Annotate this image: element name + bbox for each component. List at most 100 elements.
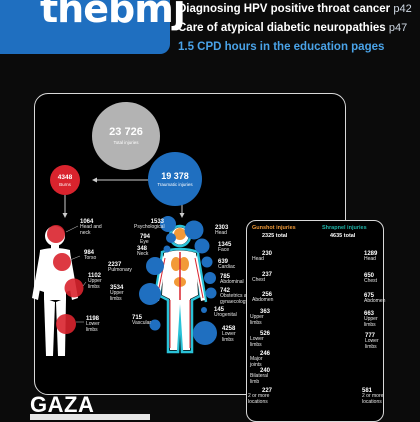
trauma-urogenital-value: 145 — [214, 307, 225, 313]
burn-site-upper-limbs-value: 1102 — [88, 273, 102, 279]
trauma-vascular-marker — [149, 319, 161, 331]
gunshot-lower-limbs: 526 Lower limbs — [250, 331, 270, 348]
burn-torso-marker — [53, 253, 71, 271]
trauma-vascular: 715 Vascular — [132, 315, 154, 327]
gunshot-chest: 237 Chest — [252, 272, 272, 284]
shrapnel-chest-value: 650 — [364, 273, 375, 279]
gunshot-head-value: 230 — [261, 251, 272, 257]
shrapnel-chest-label: Chest — [364, 278, 378, 284]
shrapnel-title: Shrapnel injuries — [322, 225, 367, 231]
gunshot-chest-value: 237 — [261, 272, 272, 278]
trauma-markers — [139, 216, 217, 345]
traumatic-bubble — [148, 152, 202, 206]
trauma-lower-limbs-label: Lower limbs — [222, 331, 236, 343]
cover-subtitle-cropped — [30, 414, 150, 420]
trauma-lower-limbs: 4258 Lower limbs — [222, 326, 248, 343]
trauma-neck-value: 348 — [137, 246, 148, 252]
trauma-cardiac: 639 Cardiac — [218, 259, 244, 271]
trauma-face-marker — [194, 238, 210, 254]
trauma-face-value: 1345 — [218, 242, 232, 248]
shrapnel-lower-limbs: 777 Lower limbs — [365, 333, 385, 350]
burn-site-upper-limbs-label: Upper limbs — [88, 278, 102, 290]
trauma-face-label: Face — [218, 247, 230, 253]
trauma-obgyn-label: Obstetrics and gynaecology — [220, 293, 253, 305]
trauma-abdominal-marker — [204, 272, 216, 284]
trauma-psychological-label: Psychological — [134, 224, 165, 230]
burn-site-lower-limbs-value: 1198 — [86, 316, 100, 322]
gunshot-title: Gunshot injuries — [252, 225, 296, 231]
traumatic-label: Traumatic injuries — [157, 182, 193, 187]
burns-value: 4348 — [57, 174, 73, 181]
traumatic-value: 19 378 — [161, 171, 189, 181]
trauma-neck: 348 Neck — [137, 246, 161, 258]
gunshot-chest-label: Chest — [252, 277, 266, 283]
trauma-head-value: 2303 — [215, 225, 229, 231]
gunshot-lower-limbs-value: 526 — [259, 331, 270, 337]
trauma-urogenital: 145 Urogenital — [214, 307, 244, 319]
trauma-pulmonary-value: 2237 — [108, 262, 122, 268]
trauma-abdominal: 785 Abdominal — [220, 274, 250, 286]
trauma-abdominal-label: Abdominal — [220, 279, 244, 285]
gunshot-abdomen: 256 Abdomen — [252, 292, 273, 304]
arrow-burns — [92, 177, 97, 183]
burn-site-upper-limbs: 1102 Upper limbs — [88, 273, 114, 290]
trauma-neck-marker — [163, 245, 171, 253]
gunshot-total: 2325 total — [262, 233, 288, 239]
shrapnel-head-label: Head — [364, 256, 376, 262]
gunshot-major-joints-value: 246 — [259, 351, 270, 357]
burn-head-marker — [47, 225, 65, 243]
shrapnel-multi-label: 2 or more locations — [362, 393, 384, 405]
gunshot-major-joints: 246 Major joints — [250, 351, 270, 368]
gunshot-head-label: Head — [252, 256, 264, 262]
gunshot-bilateral-limb-label: Bilateral limb — [250, 373, 269, 385]
shrapnel-multi-value: 581 — [362, 388, 373, 394]
trauma-eye-label: Eye — [140, 239, 149, 245]
shrapnel-lower-limbs-label: Lower limbs — [365, 338, 379, 350]
gunshot-upper-limbs-value: 363 — [259, 309, 270, 315]
cover-title: GAZA — [30, 392, 95, 417]
shrapnel-upper-limbs-label: Upper limbs — [364, 316, 378, 328]
headline-1-text: Diagnosing HPV positive throat cancer — [178, 3, 391, 15]
trauma-vascular-label: Vascular — [132, 320, 152, 326]
trauma-abdominal-value: 785 — [220, 274, 231, 280]
headline-2-page: p47 — [388, 22, 408, 34]
headline-2-text: Care of atypical diabetic neuropathies — [178, 22, 386, 34]
burn-site-torso-value: 984 — [84, 250, 95, 256]
shrapnel-abdomen-value: 675 — [364, 293, 375, 299]
trauma-obgyn-marker — [205, 287, 217, 299]
gunshot-abdomen-value: 256 — [261, 292, 272, 298]
total-injuries-value: 23 726 — [109, 126, 143, 138]
shrapnel-total: 4635 total — [330, 233, 356, 239]
gunshot-multi-value: 227 — [261, 388, 272, 394]
trauma-upper-limbs-value: 3534 — [110, 285, 124, 291]
shrapnel-upper-limbs-value: 663 — [364, 311, 375, 317]
gunshot-multi-label: 2 or more locations — [248, 393, 270, 405]
shrapnel-upper-limbs: 663 Upper limbs — [364, 311, 384, 328]
gunshot-head: 230 Head — [252, 251, 272, 263]
gunshot-upper-limbs-label: Upper limbs — [250, 314, 264, 326]
shrapnel-abdomen-label: Abdomen — [364, 298, 386, 304]
burn-site-head: 1064 Head and neck — [80, 219, 110, 236]
trauma-head: 2303 Head — [215, 225, 241, 237]
trauma-pulmonary-marker — [146, 257, 164, 275]
shrapnel-multi: 581 2 or more locations — [362, 388, 386, 405]
gunshot-multi: 227 2 or more locations — [248, 388, 272, 405]
burn-site-lower-limbs-label: Lower limbs — [86, 321, 100, 333]
total-injuries-label: Total injuries — [113, 140, 139, 145]
trauma-obgyn: 742 Obstetrics and gynaecology — [220, 288, 256, 305]
bmj-logo: thebmj — [40, 0, 186, 31]
burn-upper-limbs-marker — [64, 278, 84, 298]
burn-lower-limbs-marker — [56, 314, 76, 334]
masthead-logo-box — [0, 0, 170, 54]
trauma-upper-limbs-label: Upper limbs — [110, 290, 124, 302]
burn-site-head-value: 1064 — [80, 219, 94, 225]
trauma-vascular-value: 715 — [132, 315, 143, 321]
trauma-cardiac-label: Cardiac — [218, 264, 236, 270]
trauma-head-label: Head — [215, 230, 227, 236]
headline-2: Care of atypical diabetic neuropathies p… — [178, 22, 407, 34]
burn-site-lower-limbs: 1198 Lower limbs — [86, 316, 112, 333]
trauma-psychological-marker — [160, 216, 176, 232]
burn-site-head-label: Head and neck — [80, 224, 102, 236]
trauma-face: 1345 Face — [218, 242, 244, 254]
burn-site-torso: 984 Torso — [84, 250, 114, 262]
